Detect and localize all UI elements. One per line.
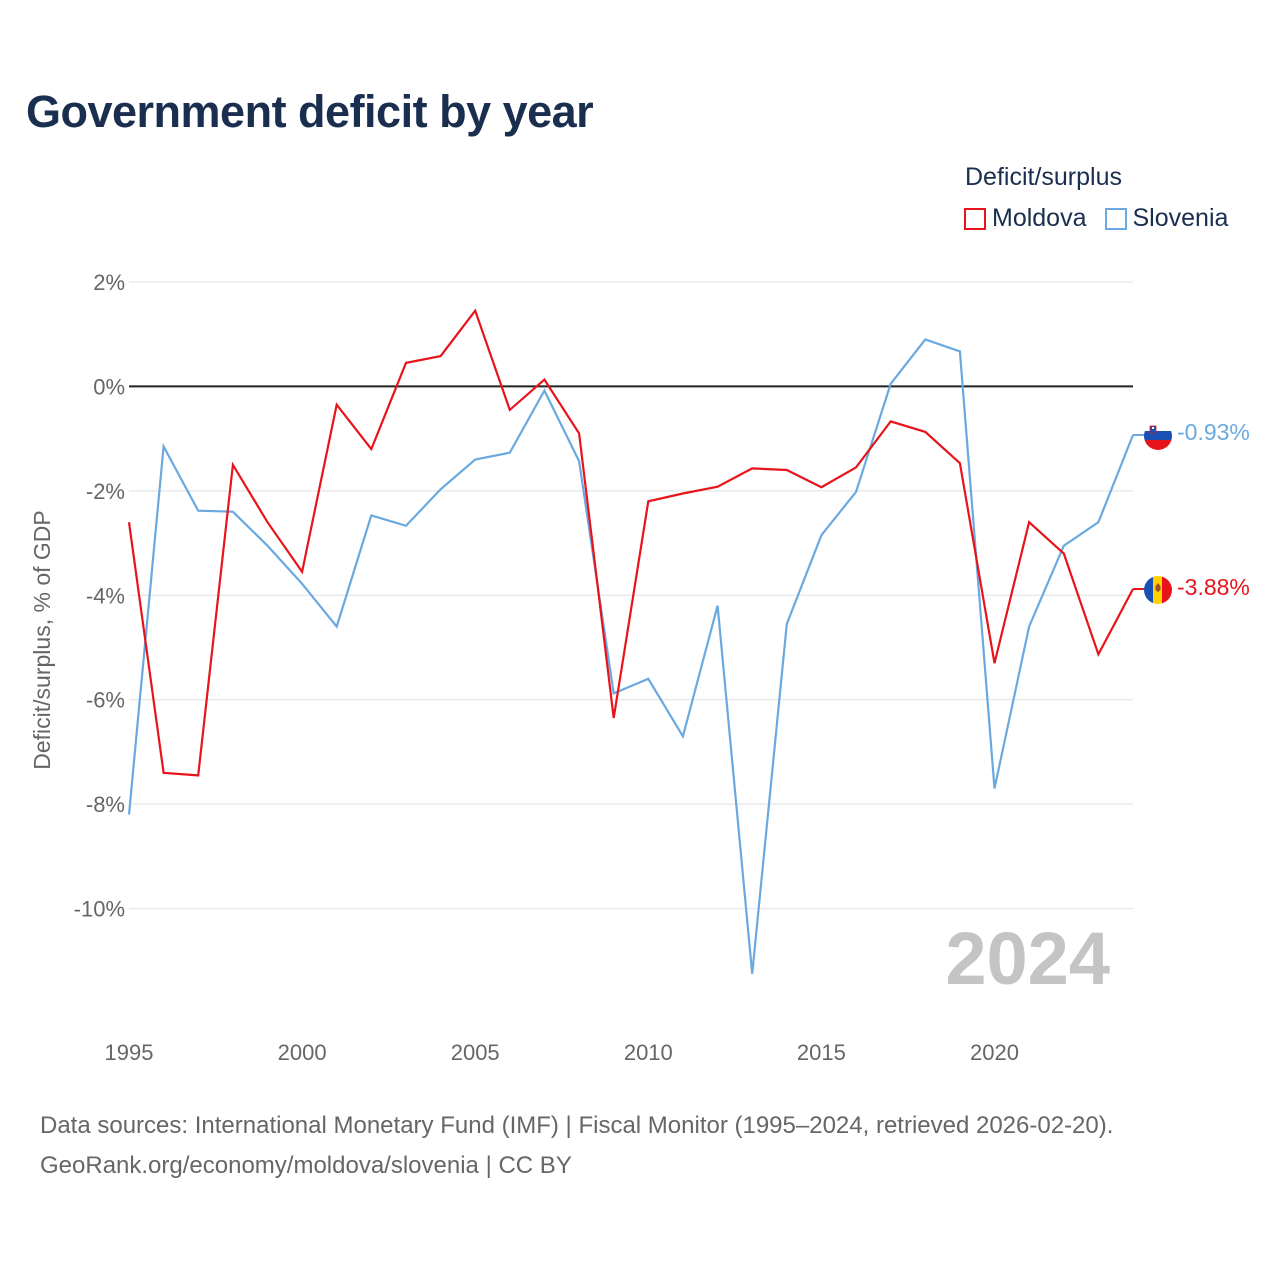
legend-item-slovenia[interactable]: Slovenia [1104, 204, 1229, 233]
x-tick-label: 2000 [278, 1040, 327, 1065]
y-axis-label: Deficit/surplus, % of GDP [29, 510, 55, 769]
legend-swatch-slovenia [1104, 207, 1127, 230]
x-tick-label: 2015 [797, 1040, 846, 1065]
footer: Data sources: International Monetary Fun… [40, 1106, 1113, 1186]
year-watermark: 2024 [945, 917, 1110, 1000]
y-tick-label: -10% [74, 897, 125, 922]
y-tick-label: -2% [86, 479, 125, 504]
slovenia-flag-icon [1144, 422, 1172, 450]
x-axis-ticks: 1995 2000 2005 2010 2015 2020 [105, 1040, 1019, 1065]
source-link[interactable]: GeoRank.org/economy/moldova/slovenia | C… [40, 1152, 572, 1179]
y-tick-label: -8% [86, 792, 125, 817]
legend-item-moldova[interactable]: Moldova [964, 204, 1087, 233]
series-lines [127, 308, 1144, 974]
moldova-end-label: -3.88% [1177, 574, 1250, 600]
y-tick-label: 2% [93, 270, 125, 295]
x-tick-label: 2005 [451, 1040, 500, 1065]
moldova-flag-icon [1144, 576, 1172, 604]
x-tick-label: 1995 [105, 1040, 154, 1065]
y-tick-label: 0% [93, 374, 125, 399]
series-line-moldova[interactable] [127, 308, 1134, 777]
chart-title: Government deficit by year [26, 86, 594, 137]
x-tick-label: 2010 [624, 1040, 673, 1065]
slovenia-end-label: -0.93% [1177, 419, 1250, 445]
y-tick-label: -6% [86, 688, 125, 713]
legend-label-moldova: Moldova [992, 204, 1087, 232]
series-line-slovenia[interactable] [127, 338, 1135, 974]
x-tick-label: 2020 [970, 1040, 1019, 1065]
y-tick-label: -4% [86, 583, 125, 608]
y-axis-ticks: 2% 0% -2% -4% -6% -8% -10% [74, 270, 125, 922]
legend-swatch-moldova [964, 207, 986, 230]
legend-title: Deficit/surplus [965, 163, 1122, 191]
legend: Moldova Slovenia [964, 204, 1228, 233]
data-source-note: Data sources: International Monetary Fun… [40, 1112, 1114, 1139]
legend-label-slovenia: Slovenia [1132, 204, 1229, 232]
